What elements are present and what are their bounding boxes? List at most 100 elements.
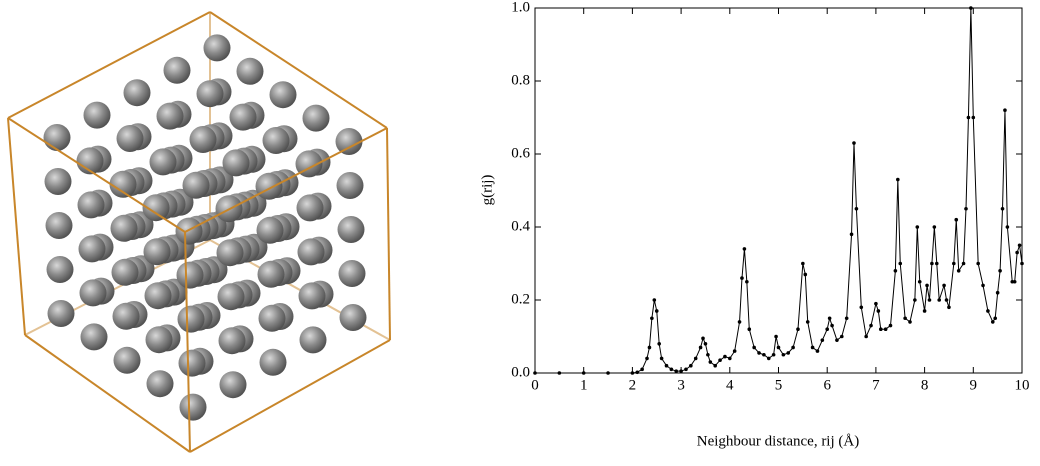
atom	[230, 104, 257, 131]
data-point	[874, 302, 878, 306]
atom	[80, 279, 107, 306]
data-point	[972, 116, 976, 120]
data-point	[913, 298, 917, 302]
atom	[219, 327, 246, 354]
x-tick-label: 2	[629, 377, 637, 393]
data-point	[650, 316, 654, 320]
data-point	[728, 357, 732, 361]
data-point	[660, 357, 664, 361]
atom	[81, 323, 108, 350]
atom	[111, 215, 138, 242]
atom	[176, 218, 203, 245]
data-point	[835, 338, 839, 342]
data-point	[852, 141, 856, 145]
y-axis-label: g(rij)	[479, 175, 495, 206]
y-tick-label: 0.0	[511, 364, 530, 380]
data-point	[884, 327, 888, 331]
atom	[78, 191, 105, 218]
data-point	[1013, 280, 1017, 284]
x-axis-label: Neighbour distance, rij (Å)	[697, 433, 859, 449]
data-point	[640, 368, 644, 372]
data-point	[782, 353, 786, 357]
data-point	[648, 346, 652, 350]
data-point	[689, 364, 693, 368]
data-point	[791, 346, 795, 350]
x-tick-label: 4	[726, 377, 734, 393]
data-point	[993, 316, 997, 320]
x-tick-label: 1	[580, 377, 588, 393]
atom	[257, 217, 284, 244]
data-point	[679, 369, 683, 373]
atom	[45, 168, 72, 195]
atom	[218, 283, 245, 310]
data-point	[772, 353, 776, 357]
atom	[145, 282, 172, 309]
data-point	[930, 262, 934, 266]
atom	[110, 171, 137, 198]
atom	[256, 173, 283, 200]
atom	[258, 261, 285, 288]
data-point	[996, 291, 1000, 295]
x-tick-label: 8	[921, 377, 929, 393]
data-point	[796, 327, 800, 331]
data-point	[631, 371, 635, 375]
atom	[144, 238, 171, 265]
atom	[183, 172, 210, 199]
data-point	[954, 218, 958, 222]
data-point	[957, 269, 961, 273]
atom	[147, 370, 174, 397]
data-point	[962, 262, 966, 266]
data-point	[762, 353, 766, 357]
data-point	[945, 298, 949, 302]
data-point	[986, 309, 990, 313]
data-point	[840, 335, 844, 339]
x-tick-label: 3	[677, 377, 685, 393]
atom	[237, 58, 264, 85]
y-tick-label: 0.8	[511, 72, 530, 88]
atom	[223, 149, 250, 176]
data-point	[701, 337, 705, 341]
data-point	[709, 360, 713, 364]
atom	[179, 350, 206, 377]
atom	[337, 172, 364, 199]
atom	[114, 347, 141, 374]
data-point	[684, 368, 688, 372]
data-point	[1001, 207, 1005, 211]
data-point	[845, 316, 849, 320]
x-tick-label: 6	[823, 377, 831, 393]
data-point	[674, 369, 678, 373]
data-point	[998, 269, 1002, 273]
data-point	[937, 298, 941, 302]
data-point	[670, 368, 674, 372]
data-point	[767, 357, 771, 361]
atom	[299, 282, 326, 309]
data-point	[952, 262, 956, 266]
atom	[297, 194, 324, 221]
data-point	[718, 358, 722, 362]
data-point	[864, 335, 868, 339]
x-tick-label: 7	[872, 377, 880, 393]
atom	[157, 103, 184, 130]
data-point	[923, 309, 927, 313]
plot-frame	[535, 8, 1022, 373]
data-point	[964, 207, 968, 211]
atom	[180, 394, 207, 421]
atom	[190, 126, 217, 153]
data-point	[877, 309, 881, 313]
data-point	[635, 370, 639, 374]
data-point	[657, 342, 661, 346]
data-point	[733, 349, 737, 353]
data-point	[740, 276, 744, 280]
atom	[46, 212, 73, 239]
data-point	[925, 284, 929, 288]
data-point	[655, 309, 659, 313]
data-point	[645, 357, 649, 361]
data-point	[1015, 251, 1019, 255]
atom	[263, 127, 290, 154]
atom	[79, 235, 106, 262]
data-point	[653, 298, 657, 302]
data-point	[745, 280, 749, 284]
data-point	[704, 342, 708, 346]
data-point	[898, 262, 902, 266]
